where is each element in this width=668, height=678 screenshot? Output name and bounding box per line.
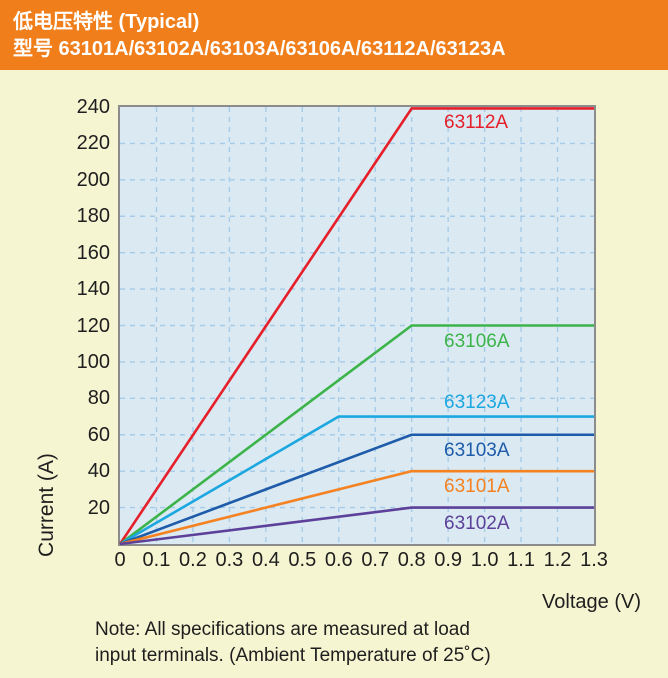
y-tick-label-240: 240	[76, 96, 110, 118]
plot-area: 63112A 63106A 63123A 63103A 63101A 63102A	[118, 105, 596, 546]
x-tick-label-1.2: 1.2	[543, 549, 572, 571]
x-tick-label-0.2: 0.2	[179, 549, 207, 571]
x-tick-label-0.4: 0.4	[251, 549, 280, 571]
y-tick-label-140: 140	[76, 278, 110, 301]
x-tick-label-0.3: 0.3	[215, 549, 244, 571]
chart-title: 低电压特性 (Typical)	[13, 11, 200, 33]
x-tick-label-0.8: 0.8	[397, 549, 426, 571]
footnote-line-2: input terminals. (Ambient Temperature of…	[95, 645, 491, 666]
x-tick-label-1.0: 1.0	[470, 549, 499, 571]
series-label-63123A: 63123A	[444, 392, 510, 414]
header-banner: 低电压特性 (Typical) 型号 63101A/63102A/63103A/…	[0, 0, 668, 70]
series-line-63102A	[119, 506, 594, 546]
series-label-63106A: 63106A	[444, 330, 510, 352]
x-tick-label-0.9: 0.9	[434, 549, 463, 571]
x-tick-label-0.5: 0.5	[288, 549, 317, 571]
y-tick-label-100: 100	[76, 350, 110, 373]
series-line-63103A	[119, 433, 594, 546]
y-tick-label-20: 20	[87, 496, 110, 519]
footnote-line-1: Note: All specifications are measured at…	[95, 619, 470, 640]
y-tick-label-80: 80	[87, 387, 110, 410]
y-tick-label-160: 160	[76, 241, 110, 264]
y-tick-label-60: 60	[87, 423, 110, 446]
series-line-63123A	[119, 415, 594, 546]
chart-subtitle-models: 型号 63101A/63102A/63103A/63106A/63112A/63…	[13, 38, 506, 60]
x-tick-label-0.1: 0.1	[142, 549, 171, 571]
chart-canvas	[118, 107, 594, 546]
y-tick-label-220: 220	[76, 132, 110, 155]
y-tick-label-120: 120	[76, 314, 110, 337]
y-tick-label-40: 40	[87, 460, 110, 483]
series-label-63101A: 63101A	[444, 476, 510, 498]
y-tick-label-180: 180	[76, 205, 110, 228]
footnote: Note: All specifications are measured at…	[95, 617, 491, 669]
series-label-63102A: 63102A	[444, 512, 510, 534]
y-tick-label-200: 200	[76, 168, 110, 191]
x-tick-label-1.3: 1.3	[580, 549, 608, 571]
x-tick-label-0: 0	[114, 549, 126, 571]
series-line-63112A	[118, 107, 594, 545]
series-label-63112A: 63112A	[444, 112, 509, 133]
series-line-63101A	[119, 469, 594, 546]
x-tick-label-0.6: 0.6	[324, 549, 353, 571]
x-tick-label-1.1: 1.1	[507, 549, 535, 571]
series-label-63103A: 63103A	[444, 439, 510, 461]
x-tick-label-0.7: 0.7	[361, 549, 390, 571]
x-axis-title: Voltage (V)	[542, 591, 641, 613]
series-line-63106A	[119, 324, 594, 546]
